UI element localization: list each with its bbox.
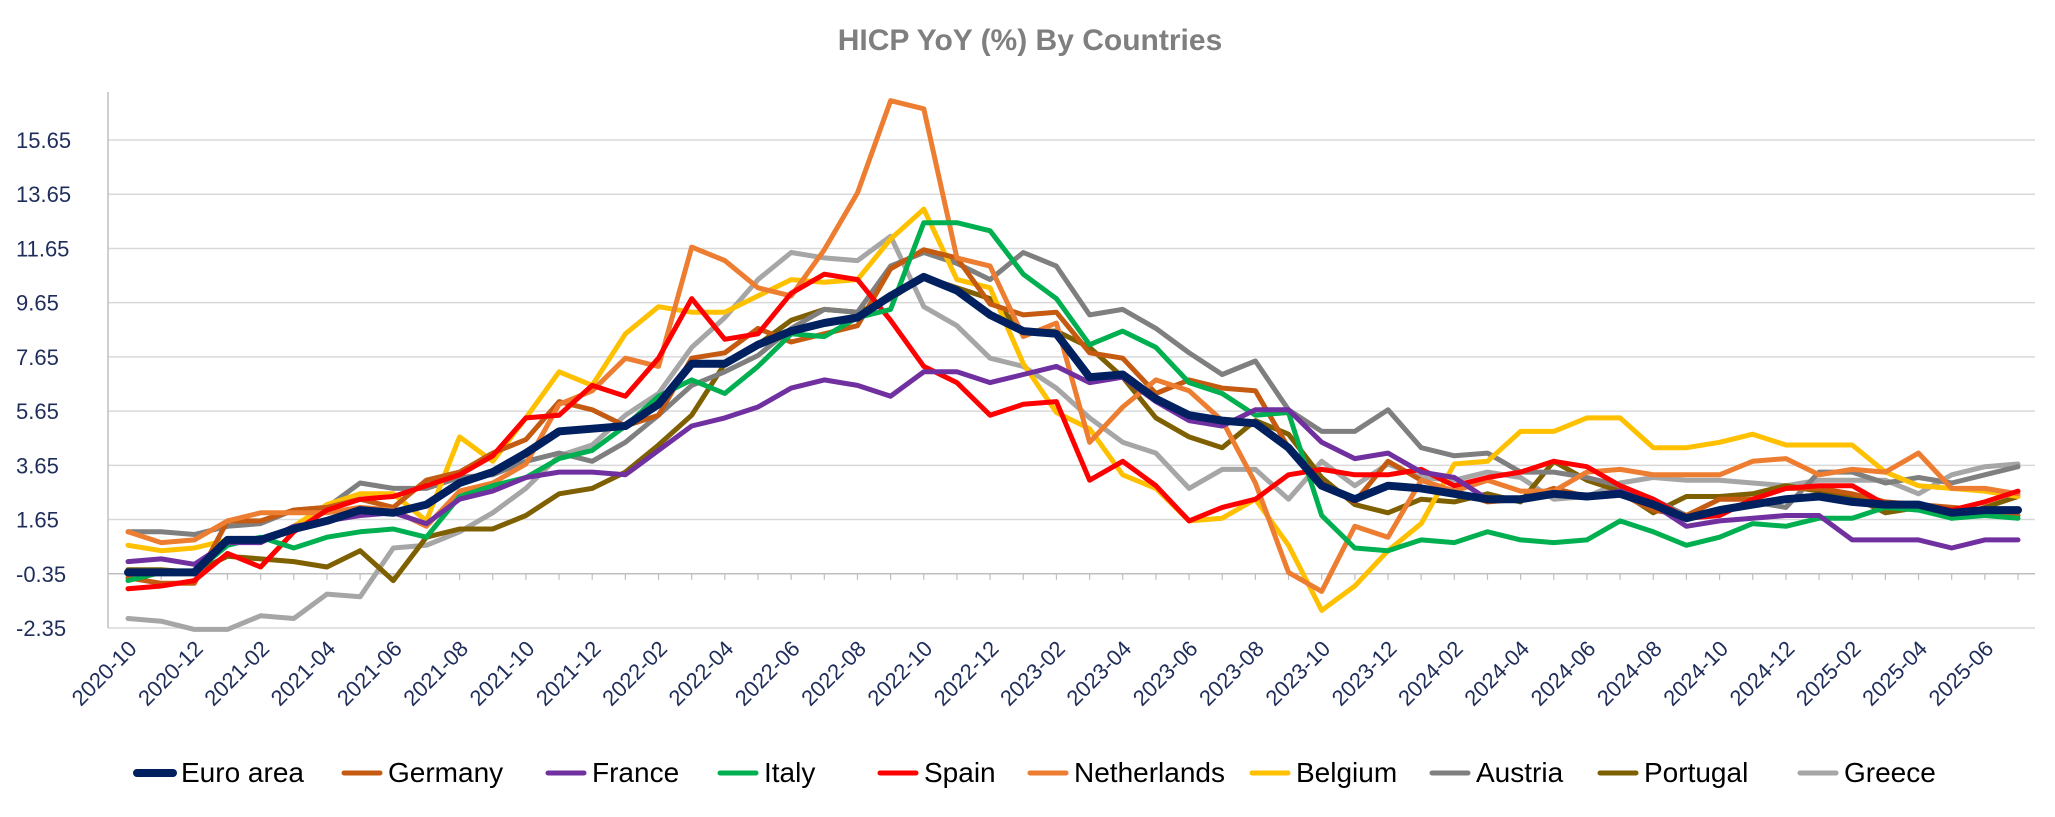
- y-tick-label: 15.65: [16, 128, 71, 153]
- legend-item-portugal: Portugal: [1597, 757, 1748, 788]
- x-tick-label: 2021-08: [398, 636, 473, 711]
- legend-label: Portugal: [1644, 757, 1748, 788]
- x-tick-label: 2024-08: [1592, 636, 1667, 711]
- legend-item-germany: Germany: [341, 757, 503, 788]
- y-tick-label: 9.65: [16, 291, 59, 316]
- legend-item-netherlands: Netherlands: [1027, 757, 1225, 788]
- series-line-france: [125, 363, 2021, 567]
- x-tick-label: 2020-12: [133, 636, 208, 711]
- legend-item-austria: Austria: [1429, 757, 1564, 788]
- x-tick-label: 2023-06: [1128, 636, 1203, 711]
- axes: [107, 92, 2035, 628]
- series-line-euro-area: [124, 272, 2022, 577]
- x-tick-label: 2024-04: [1459, 636, 1534, 711]
- y-tick-label: 7.65: [16, 345, 59, 370]
- x-tick-label: 2021-02: [199, 636, 274, 711]
- x-tick-label: 2023-04: [1061, 636, 1136, 711]
- x-tick-label: 2020-10: [67, 636, 142, 711]
- legend-item-france: France: [545, 757, 679, 788]
- x-tick-label: 2024-10: [1658, 636, 1733, 711]
- y-tick-label: 13.65: [16, 182, 71, 207]
- x-tick-label: 2022-02: [597, 636, 672, 711]
- x-tick-label: 2025-06: [1924, 636, 1999, 711]
- y-tick-label: -0.35: [16, 562, 66, 587]
- y-tick-labels: -2.35 -0.35 1.65 3.65 5.65 7.65 9.65 11.65 13.65…: [16, 128, 71, 641]
- legend-label: Euro area: [181, 757, 304, 788]
- legend: Euro area Germany France Italy Spain Netherla…: [133, 757, 1936, 788]
- legend-label: Austria: [1476, 757, 1564, 788]
- legend-label: Germany: [388, 757, 503, 788]
- chart-title: HICP YoY (%) By Countries: [838, 24, 1223, 57]
- x-tick-label: 2021-10: [465, 636, 540, 711]
- x-tick-label: 2024-12: [1725, 636, 1800, 711]
- legend-label: Italy: [764, 757, 815, 788]
- legend-label: Netherlands: [1074, 757, 1225, 788]
- x-tick-label: 2023-12: [1327, 636, 1402, 711]
- x-tick-label: 2022-06: [730, 636, 805, 711]
- legend-item-spain: Spain: [877, 757, 996, 788]
- x-tick-label: 2025-04: [1857, 636, 1932, 711]
- x-tick-label: 2025-02: [1791, 636, 1866, 711]
- x-tick-label: 2022-08: [796, 636, 871, 711]
- y-tick-label: 5.65: [16, 399, 59, 424]
- legend-item-greece: Greece: [1797, 757, 1936, 788]
- legend-label: Greece: [1844, 757, 1936, 788]
- x-tick-label: 2023-10: [1260, 636, 1335, 711]
- y-tick-label: 1.65: [16, 508, 59, 533]
- y-tick-label: -2.35: [16, 616, 66, 641]
- legend-item-italy: Italy: [717, 757, 815, 788]
- x-tick-label: 2021-12: [531, 636, 606, 711]
- y-tick-label: 3.65: [16, 453, 59, 478]
- series-line-belgium: [125, 206, 2021, 613]
- x-tick-label: 2022-04: [664, 636, 739, 711]
- legend-label: France: [592, 757, 679, 788]
- x-tick-label: 2022-12: [929, 636, 1004, 711]
- x-tick-label: 2023-02: [995, 636, 1070, 711]
- legend-item-belgium: Belgium: [1249, 757, 1397, 788]
- x-tick-label: 2024-06: [1526, 636, 1601, 711]
- legend-label: Belgium: [1296, 757, 1397, 788]
- x-tick-label: 2022-10: [863, 636, 938, 711]
- series-lines: [124, 98, 2022, 632]
- series-line-greece: [125, 233, 2021, 632]
- x-tick-label: 2024-02: [1393, 636, 1468, 711]
- x-tick-label: 2021-06: [332, 636, 407, 711]
- series-line-germany: [125, 247, 2021, 586]
- series-line-portugal: [125, 274, 2021, 584]
- y-tick-label: 11.65: [16, 236, 69, 261]
- x-tick-label: 2023-08: [1194, 636, 1269, 711]
- x-tick-labels: 2020-102020-122021-022021-042021-062021-…: [67, 636, 1999, 711]
- legend-label: Spain: [924, 757, 996, 788]
- series-line-italy: [125, 220, 2021, 584]
- x-tick-label: 2021-04: [266, 636, 341, 711]
- legend-item-euro-area: Euro area: [133, 757, 304, 788]
